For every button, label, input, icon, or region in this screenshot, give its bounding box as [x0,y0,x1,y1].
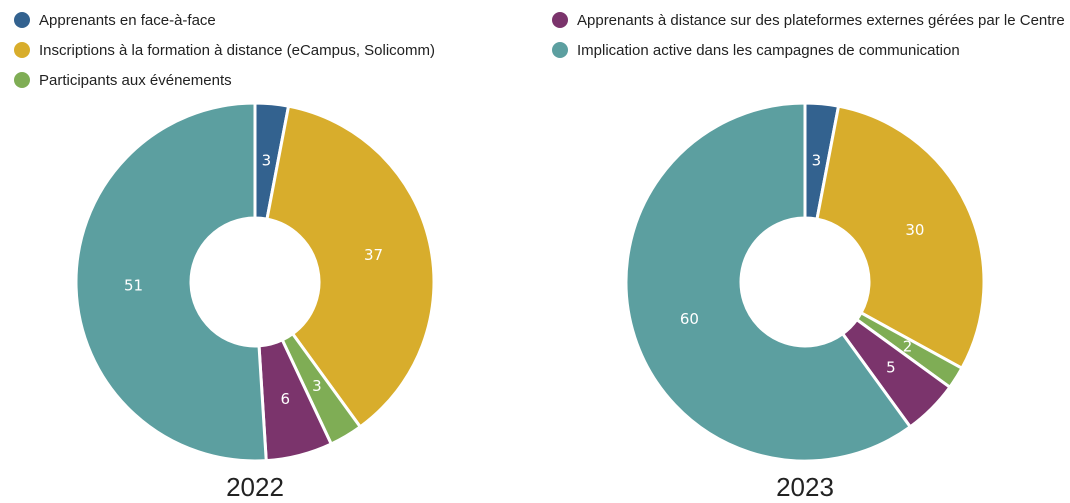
slice [74,101,268,463]
legend-label: Inscriptions à la formation à distance (… [39,42,435,59]
legend-swatch [14,42,30,58]
slice [815,104,986,371]
data-label: 3 [312,377,322,395]
data-label: 60 [680,310,699,328]
data-label: 5 [886,358,896,376]
data-label: 3 [812,152,822,170]
data-label: 3 [262,152,272,170]
chart-label: 2023 [776,472,834,502]
legend-label: Apprenants à distance sur des plateforme… [577,12,1065,29]
legend-swatch [14,72,30,88]
data-label: 30 [905,221,924,239]
chart-label: 2022 [226,472,284,502]
data-label: 6 [280,390,290,408]
legend-swatch [552,42,568,58]
legend-label: Participants aux événements [39,72,232,89]
data-label: 51 [124,276,143,294]
slice [624,101,913,463]
legend-swatch [552,12,568,28]
slice [265,104,436,429]
legend-swatch [14,12,30,28]
data-label: 2 [903,338,913,356]
legend-label: Implication active dans les campagnes de… [577,42,960,59]
legend-label: Apprenants en face-à-face [39,12,216,29]
data-label: 37 [364,246,383,264]
